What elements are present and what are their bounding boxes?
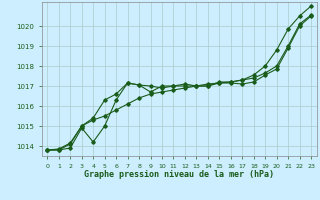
X-axis label: Graphe pression niveau de la mer (hPa): Graphe pression niveau de la mer (hPa) (84, 170, 274, 179)
